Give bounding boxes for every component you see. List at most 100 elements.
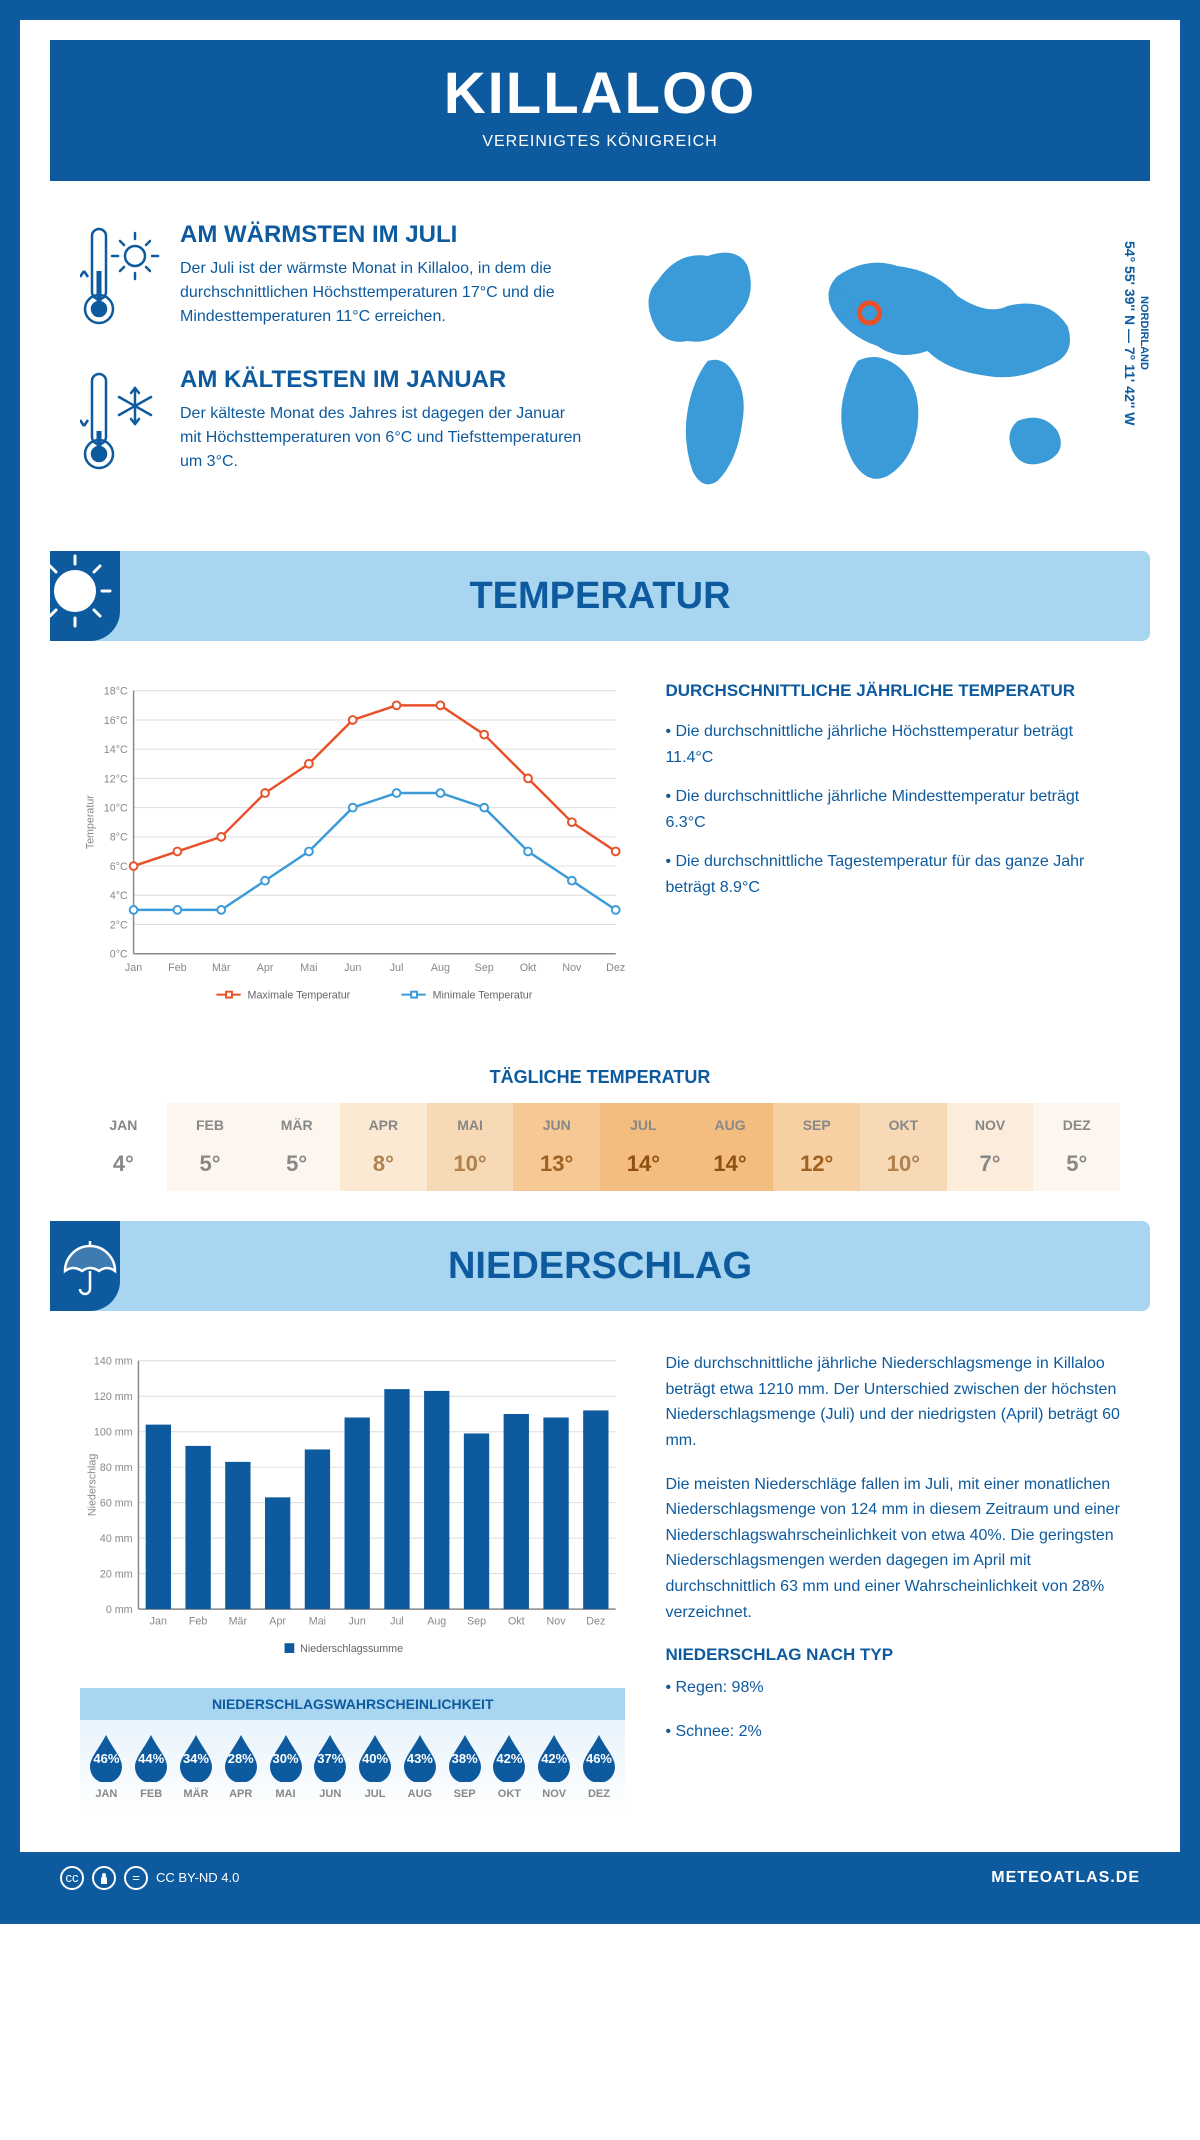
daily-value: 14° bbox=[600, 1151, 687, 1177]
prob-cell: 37%JUN bbox=[308, 1732, 353, 1800]
sun-icon bbox=[50, 551, 120, 641]
svg-text:140 mm: 140 mm bbox=[94, 1356, 133, 1368]
license-text: CC BY-ND 4.0 bbox=[156, 1870, 239, 1885]
daily-value: 12° bbox=[773, 1151, 860, 1177]
svg-text:8°C: 8°C bbox=[110, 832, 128, 844]
svg-text:Mär: Mär bbox=[229, 1616, 248, 1628]
svg-text:Apr: Apr bbox=[269, 1616, 286, 1628]
daily-month: MAI bbox=[427, 1117, 514, 1133]
coords: NORDIRLAND 54° 55' 39'' N — 7° 11' 42'' … bbox=[1122, 241, 1150, 426]
prob-value: 42% bbox=[541, 1751, 567, 1766]
license: cc = CC BY-ND 4.0 bbox=[60, 1866, 239, 1890]
svg-text:2°C: 2°C bbox=[110, 919, 128, 931]
warm-text: AM WÄRMSTEN IM JULI Der Juli ist der wär… bbox=[180, 221, 585, 336]
svg-text:Okt: Okt bbox=[520, 962, 537, 974]
svg-text:Nov: Nov bbox=[547, 1616, 567, 1628]
svg-text:60 mm: 60 mm bbox=[100, 1498, 133, 1510]
svg-text:Minimale Temperatur: Minimale Temperatur bbox=[433, 990, 533, 1002]
svg-text:Aug: Aug bbox=[427, 1616, 446, 1628]
daily-month: DEZ bbox=[1033, 1117, 1120, 1133]
prob-month: NOV bbox=[532, 1788, 577, 1800]
precip-p2: Die meisten Niederschläge fallen im Juli… bbox=[665, 1472, 1120, 1626]
prob-value: 38% bbox=[452, 1751, 478, 1766]
footer: cc = CC BY-ND 4.0 METEOATLAS.DE bbox=[20, 1852, 1180, 1904]
prob-value: 28% bbox=[228, 1751, 254, 1766]
prob-cell: 42% OKT bbox=[487, 1732, 532, 1800]
precip-chart-svg: 0 mm20 mm40 mm60 mm80 mm100 mm120 mm140 … bbox=[80, 1351, 625, 1663]
prob-value: 42% bbox=[496, 1751, 522, 1766]
temp-bullet-1: • Die durchschnittliche jährliche Höchst… bbox=[665, 719, 1120, 770]
daily-grid: JAN4°FEB5°MÄR5°APR8°MAI10°JUN13°JUL14°AU… bbox=[80, 1103, 1120, 1191]
prob-month: APR bbox=[218, 1788, 263, 1800]
daily-value: 14° bbox=[687, 1151, 774, 1177]
svg-text:Jul: Jul bbox=[390, 1616, 404, 1628]
svg-text:Feb: Feb bbox=[189, 1616, 207, 1628]
daily-value: 13° bbox=[513, 1151, 600, 1177]
prob-value: 44% bbox=[138, 1751, 164, 1766]
svg-text:Niederschlag: Niederschlag bbox=[87, 1454, 99, 1517]
umbrella-icon bbox=[50, 1221, 120, 1311]
svg-text:Niederschlagssumme: Niederschlagssumme bbox=[300, 1643, 403, 1655]
cold-title: AM KÄLTESTEN IM JANUAR bbox=[180, 366, 585, 394]
prob-value: 30% bbox=[273, 1751, 299, 1766]
svg-text:80 mm: 80 mm bbox=[100, 1462, 133, 1474]
daily-month: NOV bbox=[947, 1117, 1034, 1133]
page-subtitle: VEREINIGTES KÖNIGREICH bbox=[50, 133, 1150, 151]
nd-icon: = bbox=[124, 1866, 148, 1890]
daily-value: 10° bbox=[427, 1151, 514, 1177]
map-wrap: NORDIRLAND 54° 55' 39'' N — 7° 11' 42'' … bbox=[615, 221, 1120, 511]
intro-section: AM WÄRMSTEN IM JULI Der Juli ist der wär… bbox=[20, 181, 1180, 541]
temp-chart-svg: 0°C2°C4°C6°C8°C10°C12°C14°C16°C18°CJanFe… bbox=[80, 681, 625, 1012]
daily-month: FEB bbox=[167, 1117, 254, 1133]
prob-cell: 46% DEZ bbox=[577, 1732, 622, 1800]
prob-cell: 42% NOV bbox=[532, 1732, 577, 1800]
temp-banner: TEMPERATUR bbox=[50, 551, 1150, 641]
daily-month: AUG bbox=[687, 1117, 774, 1133]
raindrop-icon: 37% bbox=[310, 1732, 350, 1782]
prob-cell: 34%MÄR bbox=[174, 1732, 219, 1800]
daily-month: SEP bbox=[773, 1117, 860, 1133]
prob-month: JAN bbox=[84, 1788, 129, 1800]
prob-value: 46% bbox=[586, 1751, 612, 1766]
svg-text:6°C: 6°C bbox=[110, 861, 128, 873]
thermometer-cold-icon bbox=[80, 366, 160, 481]
svg-text:Feb: Feb bbox=[168, 962, 186, 974]
daily-cell: JUN13° bbox=[513, 1103, 600, 1191]
svg-text:Mai: Mai bbox=[300, 962, 317, 974]
daily-month: OKT bbox=[860, 1117, 947, 1133]
raindrop-icon: 44% bbox=[131, 1732, 171, 1782]
precip-banner: NIEDERSCHLAG bbox=[50, 1221, 1150, 1311]
svg-text:Jan: Jan bbox=[125, 962, 142, 974]
svg-text:Jan: Jan bbox=[150, 1616, 167, 1628]
prob-month: DEZ bbox=[577, 1788, 622, 1800]
cold-body: Der kälteste Monat des Jahres ist dagege… bbox=[180, 402, 585, 474]
svg-text:120 mm: 120 mm bbox=[94, 1391, 133, 1403]
svg-text:Maximale Temperatur: Maximale Temperatur bbox=[248, 990, 351, 1002]
raindrop-icon: 38% bbox=[445, 1732, 485, 1782]
prob-month: AUG bbox=[397, 1788, 442, 1800]
temp-banner-title: TEMPERATUR bbox=[120, 575, 1150, 618]
svg-text:Sep: Sep bbox=[475, 962, 494, 974]
daily-month: JUL bbox=[600, 1117, 687, 1133]
svg-text:Nov: Nov bbox=[562, 962, 582, 974]
raindrop-icon: 46% bbox=[579, 1732, 619, 1782]
daily-value: 5° bbox=[253, 1151, 340, 1177]
daily-cell: DEZ5° bbox=[1033, 1103, 1120, 1191]
svg-text:20 mm: 20 mm bbox=[100, 1569, 133, 1581]
prob-value: 46% bbox=[93, 1751, 119, 1766]
page-title: KILLALOO bbox=[50, 60, 1150, 127]
precip-text: Die durchschnittliche jährliche Niedersc… bbox=[665, 1351, 1120, 1812]
svg-text:12°C: 12°C bbox=[104, 773, 128, 785]
svg-text:Dez: Dez bbox=[586, 1616, 605, 1628]
precip-section: 0 mm20 mm40 mm60 mm80 mm100 mm120 mm140 … bbox=[20, 1321, 1180, 1832]
daily-month: MÄR bbox=[253, 1117, 340, 1133]
svg-text:0°C: 0°C bbox=[110, 949, 128, 961]
prob-month: FEB bbox=[129, 1788, 174, 1800]
daily-value: 8° bbox=[340, 1151, 427, 1177]
temp-bullet-3: • Die durchschnittliche Tagestemperatur … bbox=[665, 849, 1120, 900]
coords-sub: NORDIRLAND bbox=[1138, 241, 1150, 426]
prob-value: 40% bbox=[362, 1751, 388, 1766]
prob-month: OKT bbox=[487, 1788, 532, 1800]
prob-cell: 40%JUL bbox=[353, 1732, 398, 1800]
svg-text:Jun: Jun bbox=[349, 1616, 366, 1628]
